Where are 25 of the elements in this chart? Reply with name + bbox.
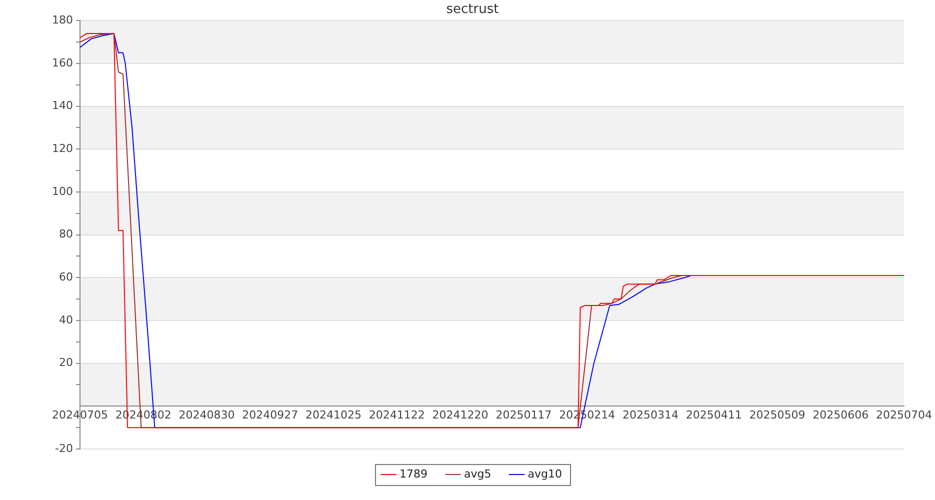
x-tick-label: 20240830 (178, 408, 235, 422)
legend-label: avg10 (528, 467, 562, 480)
x-tick-label: 20241220 (432, 408, 488, 422)
y-tick-label: 80 (59, 228, 73, 241)
y-tick-label: 120 (52, 142, 73, 155)
x-tick-label: 20241122 (368, 408, 425, 422)
x-tick-label: 20250509 (749, 408, 806, 422)
y-tick-label: 60 (59, 270, 73, 284)
x-tick-label: 20250411 (686, 408, 742, 422)
x-tick-label: 20250314 (622, 408, 678, 422)
legend-label: 1789 (400, 467, 428, 480)
y-tick-label: -20 (55, 442, 73, 455)
x-tick-label: 20241025 (306, 408, 362, 422)
y-tick-label: 40 (59, 313, 73, 326)
y-tick-label: 180 (52, 13, 73, 26)
x-tick-label: 20250606 (812, 408, 869, 422)
x-tick-label: 20240927 (242, 408, 298, 422)
legend-label: avg5 (464, 467, 492, 480)
y-tick-label: 100 (52, 184, 73, 198)
x-tick-label: 20250117 (496, 408, 552, 422)
y-tick-label: 140 (52, 99, 73, 112)
y-tick-label: 20 (59, 356, 73, 370)
chart-title: sectrust (446, 2, 499, 18)
x-tick-label: 20250704 (876, 408, 932, 422)
y-tick-label: 160 (52, 56, 73, 70)
